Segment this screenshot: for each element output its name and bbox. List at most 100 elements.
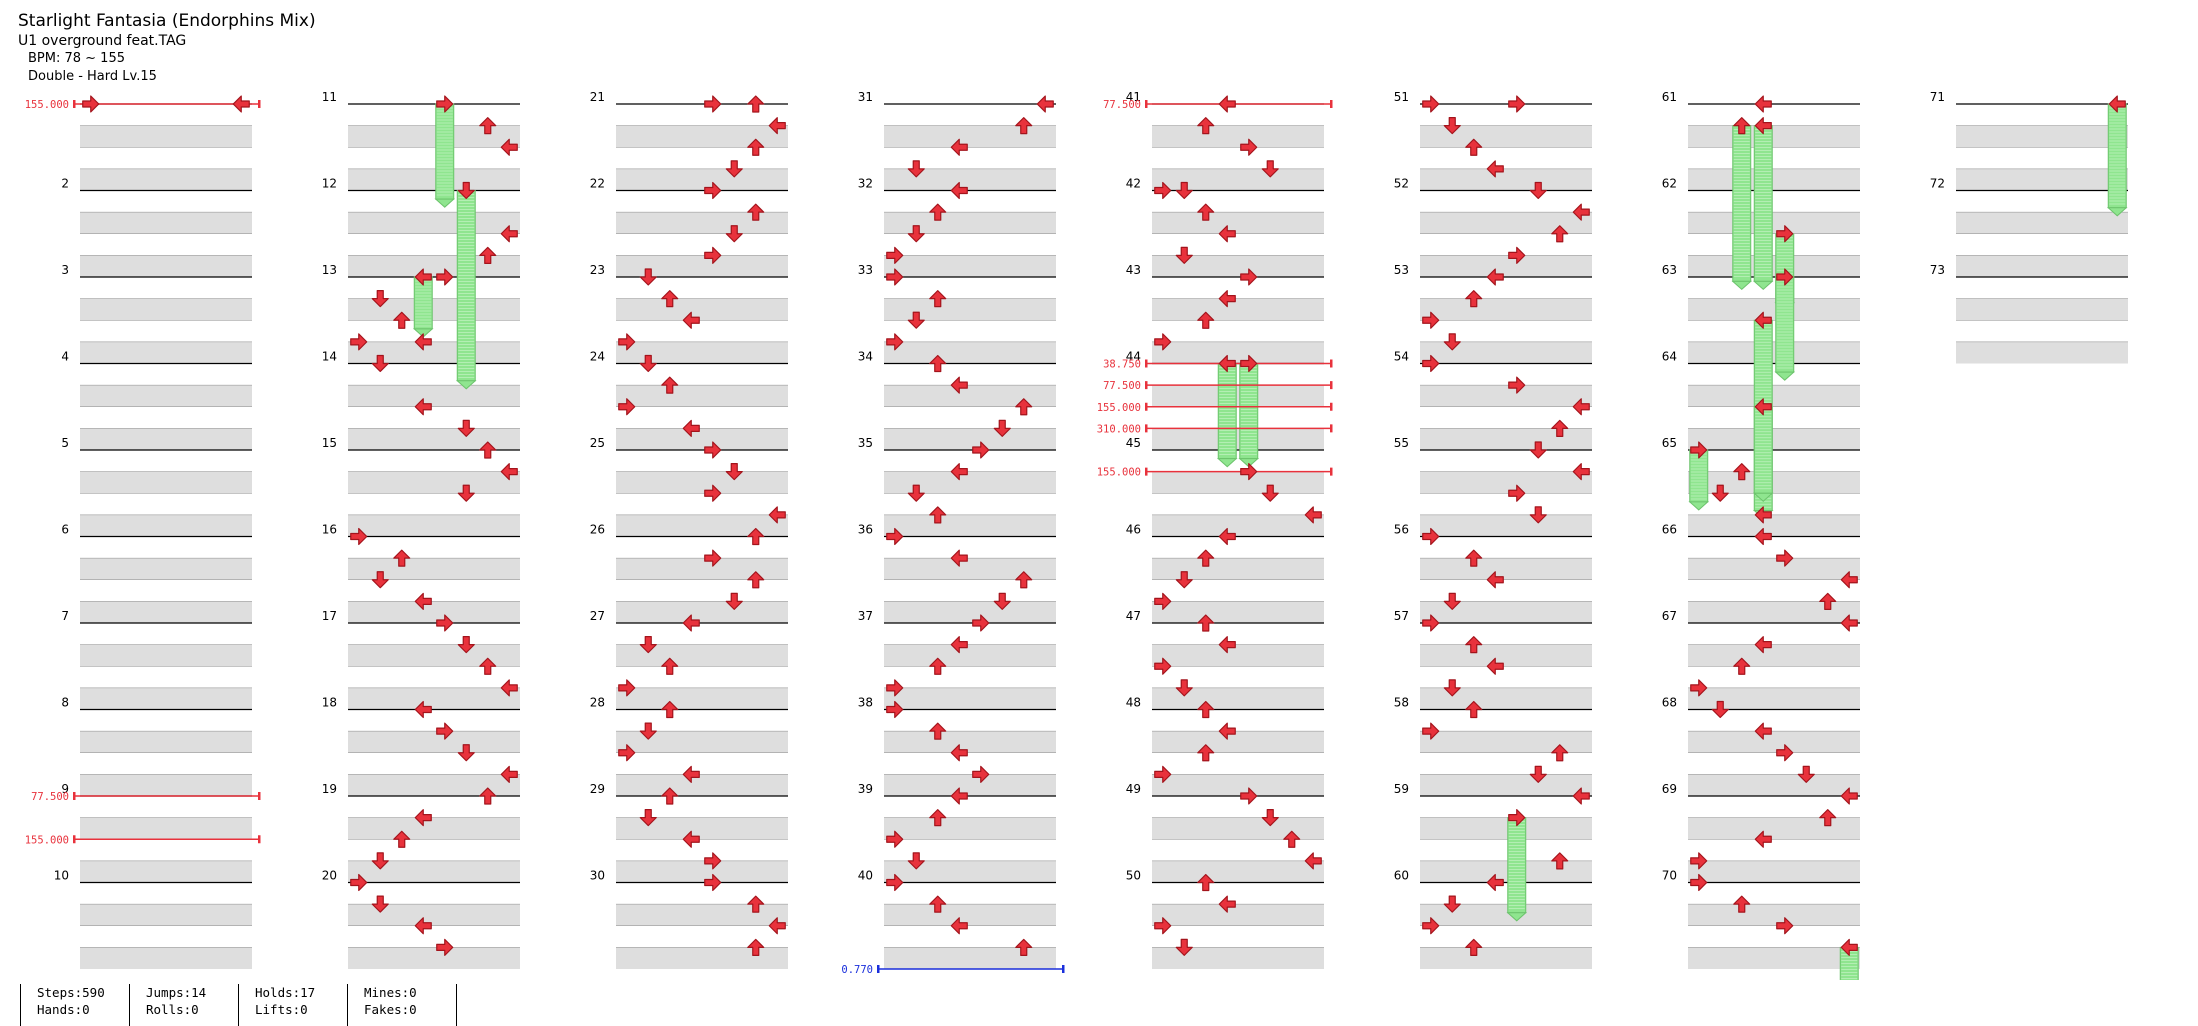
song-artist: U1 overground feat.TAG <box>18 33 187 49</box>
beat-stripe <box>1152 385 1324 407</box>
beat-stripe <box>884 731 1056 753</box>
beat-stripe <box>1688 904 1860 926</box>
measure-number: 59 <box>1394 782 1409 796</box>
bpm-change-label: 155.000 <box>1097 402 1141 414</box>
measure-number: 71 <box>1930 90 1945 104</box>
bpm-change: 77.500 <box>1103 380 1333 392</box>
measure-19: 19 <box>322 782 520 883</box>
measure-64: 64 <box>1662 350 1860 450</box>
beat-stripe <box>884 774 1056 796</box>
beat-stripe <box>1420 168 1592 191</box>
beat-stripe <box>348 255 520 277</box>
measure-number: 56 <box>1394 523 1409 537</box>
hold-note <box>434 103 456 208</box>
measure-35: 35 <box>858 436 1056 537</box>
measure-number: 50 <box>1126 869 1141 883</box>
beat-stripe <box>348 731 520 753</box>
stat-mines: Mines:0 <box>364 985 417 1000</box>
bpm-change: 38.750 <box>1103 359 1333 371</box>
beat-stripe <box>1152 817 1324 840</box>
beat-stripe <box>1152 644 1324 667</box>
measure-number: 51 <box>1394 90 1409 104</box>
measure-number: 17 <box>322 609 337 623</box>
beat-stripe <box>616 341 788 364</box>
beat-stripe <box>348 385 520 407</box>
beat-stripe <box>1688 558 1860 580</box>
measure-number: 36 <box>858 523 873 537</box>
beat-stripe <box>80 687 252 710</box>
beat-stripe <box>616 644 788 667</box>
measure-13: 13 <box>322 263 520 364</box>
stat-jumps: Jumps:14 <box>146 985 207 1000</box>
song-title: Starlight Fantasia (Endorphins Mix) <box>18 11 316 31</box>
beat-stripe <box>1152 774 1324 796</box>
left-arrow-icon <box>1508 95 1526 113</box>
measure-number: 21 <box>590 90 605 104</box>
measure-number: 54 <box>1394 350 1409 364</box>
measure-number: 30 <box>590 869 605 883</box>
measure-number: 3 <box>61 263 69 277</box>
speed-change-label: 0.770 <box>841 964 873 976</box>
beat-stripe <box>80 125 252 148</box>
measure-43: 43 <box>1126 263 1324 364</box>
bpm-change-label: 77.500 <box>1103 99 1141 111</box>
beat-stripe <box>80 644 252 667</box>
measure-47: 47 <box>1126 609 1324 710</box>
beat-stripe <box>80 385 252 407</box>
beat-stripe <box>348 860 520 883</box>
measure-25: 25 <box>590 436 788 537</box>
measure-41: 41 <box>1126 90 1324 191</box>
bpm-change: 310.000 <box>1097 423 1333 435</box>
measure-27: 27 <box>590 609 788 710</box>
measure-number: 45 <box>1126 436 1141 450</box>
beat-stripe <box>1420 731 1592 753</box>
measure-31: 31 <box>858 90 1056 191</box>
measure-number: 52 <box>1394 177 1409 191</box>
beat-stripe <box>1420 601 1592 623</box>
measure-45: 45 <box>1126 436 1324 537</box>
beat-stripe <box>348 601 520 623</box>
beat-stripe <box>348 428 520 450</box>
beat-stripe <box>884 904 1056 926</box>
measure-9: 9 <box>61 782 252 883</box>
hold-note <box>1839 946 1859 980</box>
measure-number: 16 <box>322 523 337 537</box>
measure-number: 25 <box>590 436 605 450</box>
beat-stripe <box>80 860 252 883</box>
measure-number: 65 <box>1662 436 1677 450</box>
measure-5: 5 <box>61 436 252 537</box>
beat-stripe <box>1420 298 1592 321</box>
beat-stripe <box>1420 817 1592 840</box>
beat-stripe <box>348 947 520 969</box>
beat-stripe <box>1688 125 1860 148</box>
measure-49: 49 <box>1126 782 1324 883</box>
beat-stripe <box>1688 947 1860 969</box>
beat-stripe <box>1152 687 1324 710</box>
right-arrow-icon <box>1218 95 1236 113</box>
measure-55: 55 <box>1394 436 1592 537</box>
measure-52: 52 <box>1394 177 1592 277</box>
beat-stripe <box>1956 168 2128 191</box>
beat-stripe <box>1688 860 1860 883</box>
measure-number: 48 <box>1126 696 1141 710</box>
stat-divider <box>456 984 457 1026</box>
measure-12: 12 <box>322 177 520 277</box>
hold-note <box>1238 363 1260 468</box>
beat-stripe <box>1688 731 1860 753</box>
measure-60: 60 <box>1394 869 1592 969</box>
beat-stripe <box>1956 255 2128 277</box>
beat-stripe <box>1152 428 1324 450</box>
beat-stripe <box>1688 255 1860 277</box>
stat-col-steps: Steps:590 Hands:0 <box>20 984 129 1026</box>
beat-stripe <box>80 731 252 753</box>
measure-65: 65 <box>1662 436 1860 537</box>
measure-number: 22 <box>590 177 605 191</box>
bpm-change-label: 310.000 <box>1097 423 1141 435</box>
measure-46: 46 <box>1126 523 1324 623</box>
beat-stripe <box>80 255 252 277</box>
beat-stripe <box>80 168 252 191</box>
measure-number: 73 <box>1930 263 1945 277</box>
beat-stripe <box>1152 341 1324 364</box>
measure-1 <box>80 103 252 191</box>
measure-number: 46 <box>1126 523 1141 537</box>
